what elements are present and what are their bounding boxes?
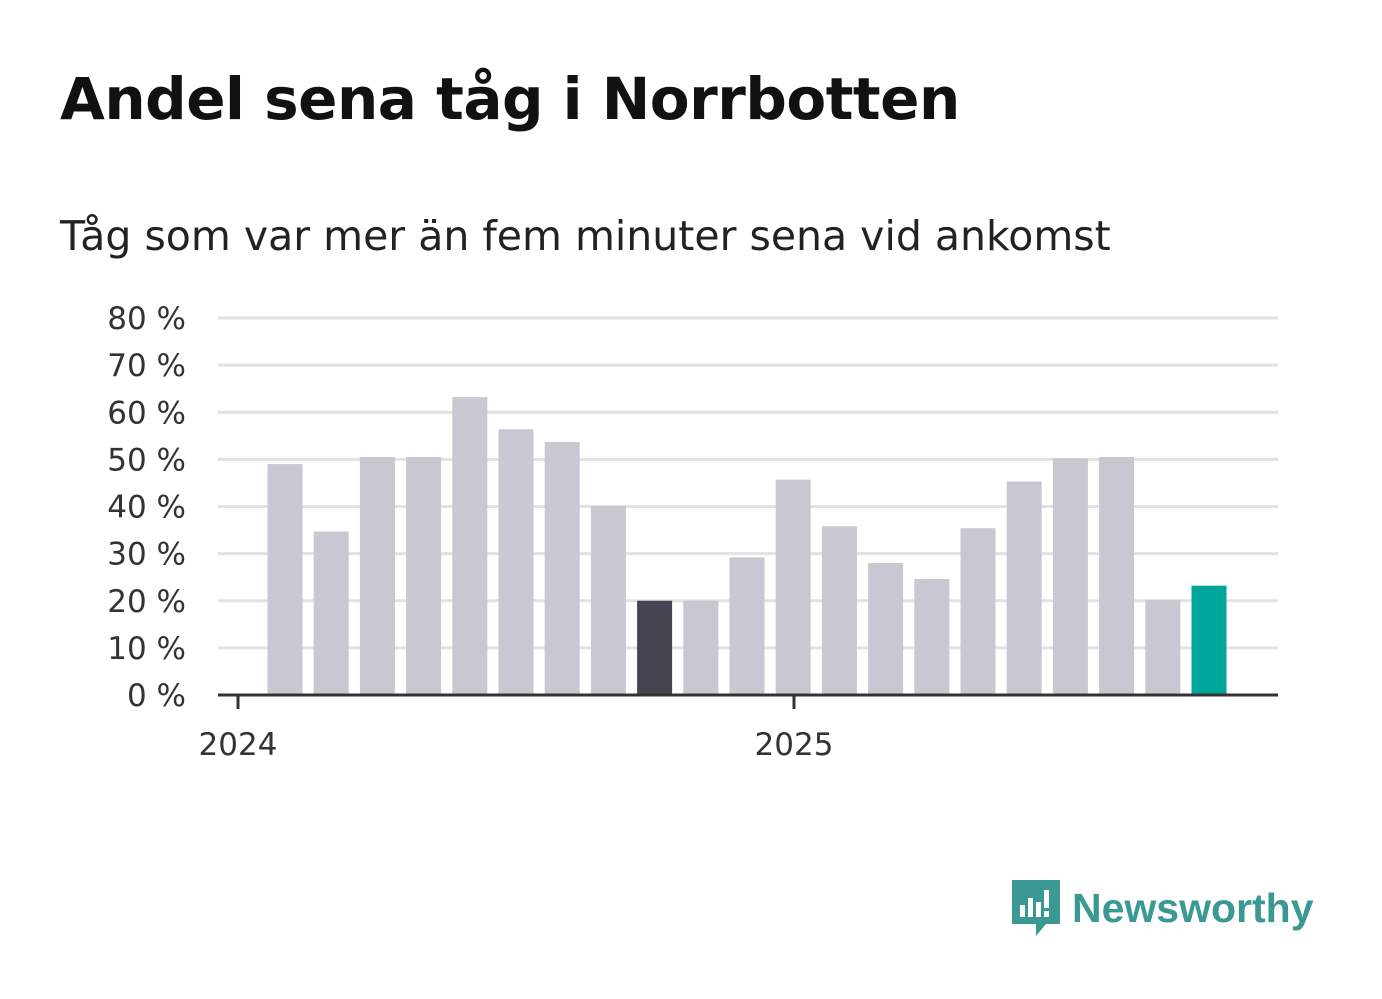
bar-2025-08 [1145,599,1181,695]
y-tick-label: 0 % [127,678,186,714]
bar-2025-05 [1006,481,1042,695]
y-tick-label: 80 % [107,301,186,337]
newsworthy-logo: Newsworthy [1010,878,1314,938]
x-tick-label: 2025 [755,727,834,763]
bar-2025-03 [914,579,950,695]
bar-2025-09 [1191,585,1227,695]
bar-2025-02 [868,563,904,695]
bar-2024-01 [267,464,303,695]
bar-2024-09 [637,600,673,695]
x-tick-label: 2024 [199,727,278,763]
bars [267,397,1227,695]
y-tick-label: 50 % [107,442,186,478]
bar-2025-06 [1052,458,1088,695]
bar-2024-07 [544,441,580,695]
bar-2024-12 [775,479,811,695]
bar-2024-04 [406,457,442,695]
bar-2025-04 [960,528,996,695]
y-tick-label: 40 % [107,490,186,526]
bar-2024-10 [683,600,719,695]
y-tick-label: 20 % [107,584,186,620]
bar-2025-01 [821,526,857,695]
y-tick-label: 10 % [107,631,186,667]
y-tick-label: 70 % [107,348,186,384]
bar-2024-11 [729,557,765,695]
bar-2024-03 [359,457,395,695]
bar-2024-02 [313,531,349,695]
bar-2024-06 [498,429,534,695]
x-axis: 2024 2025 [199,693,1278,763]
chart-subtitle: Tåg som var mer än fem minuter sena vid … [60,212,1111,260]
bar-2024-05 [452,397,488,695]
chart-title: Andel sena tåg i Norrbotten [60,65,960,133]
bar-2025-07 [1099,457,1135,695]
y-tick-label: 60 % [107,395,186,431]
bar-2024-08 [590,506,626,695]
y-axis-ticks: 0 % 10 % 20 % 30 % 40 % 50 % 60 % 70 % 80 % [107,301,186,714]
brand-name: Newsworthy [1072,884,1314,931]
y-tick-label: 30 % [107,537,186,573]
newsworthy-logo-icon [1012,880,1060,936]
